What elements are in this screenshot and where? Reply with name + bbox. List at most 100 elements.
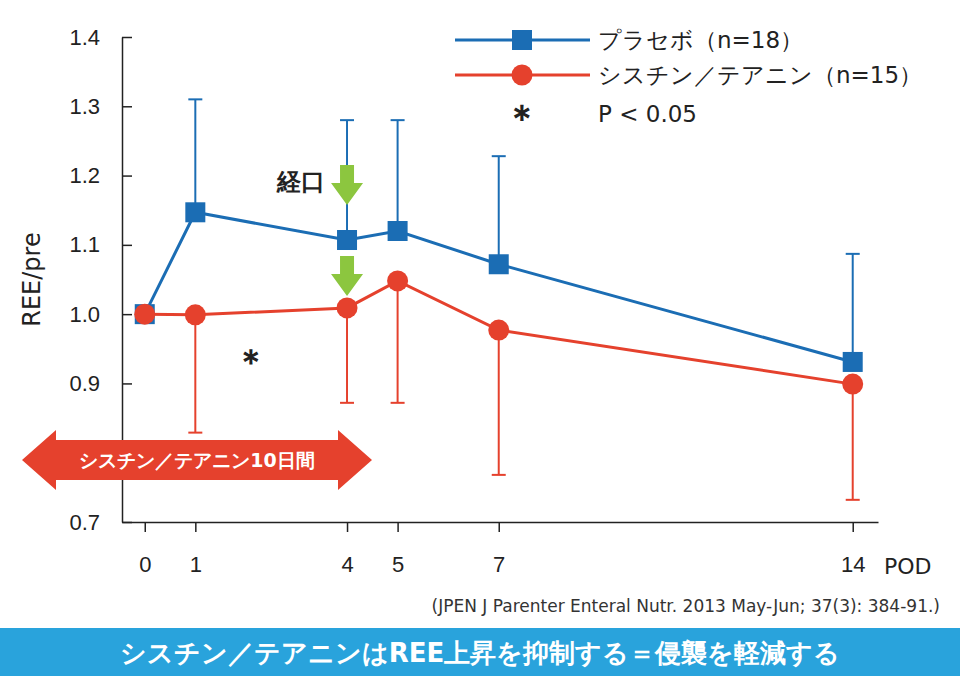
x-tick-label: 14: [841, 552, 865, 577]
y-tick-mark: [122, 245, 132, 247]
y-tick: 1.3: [69, 94, 132, 119]
y-tick: 1.0: [69, 302, 132, 327]
marker: [185, 202, 205, 222]
y-tick: 0.9: [69, 371, 132, 396]
x-tick-label: 7: [493, 552, 505, 577]
conclusion-text: シスチン／テアニンはREE上昇を抑制する＝侵襲を軽減する: [120, 638, 841, 668]
marker: [489, 254, 509, 274]
y-tick: 1.1: [69, 232, 132, 257]
series-line: [145, 281, 853, 384]
error-bar: [846, 254, 860, 362]
significance-mark: ＊: [234, 341, 268, 381]
legend-label: シスチン／テアニン（n=15）: [598, 62, 922, 88]
marker: [185, 304, 206, 325]
series-line: [145, 212, 853, 362]
marker: [134, 304, 155, 325]
x-tick-label: 0: [139, 552, 151, 577]
error-bar-cap: [391, 119, 405, 121]
oral-arrow: [331, 165, 363, 205]
plot-area: [134, 99, 863, 499]
x-axis-line: [123, 522, 879, 524]
y-tick-label: 1.3: [69, 94, 100, 119]
error-bar: [492, 330, 506, 475]
y-tick: 1.2: [69, 163, 132, 188]
chart: 0.70.91.01.11.21.31.40145714PODREE/pre＊経…: [0, 0, 960, 676]
x-tick-label: 1: [190, 552, 202, 577]
y-tick-label: 1.4: [69, 25, 100, 50]
legend: プラセボ（n=18） シスチン／テアニン（n=15） ＊ P < 0.05: [455, 27, 922, 138]
error-bar-stem: [397, 120, 399, 231]
marker: [337, 230, 357, 250]
x-tick-mark: [195, 522, 197, 532]
legend-significance-mark: ＊: [504, 97, 540, 138]
error-bar-cap: [846, 499, 860, 501]
y-tick-label: 0.7: [69, 510, 100, 535]
x-tick-mark: [397, 522, 399, 532]
y-tick-mark: [122, 37, 132, 39]
marker: [388, 221, 408, 241]
y-tick-mark: [122, 175, 132, 177]
marker: [387, 270, 408, 291]
error-bar-stem: [397, 281, 399, 403]
marker: [842, 374, 863, 395]
x-tick-mark: [498, 522, 500, 532]
marker: [843, 352, 863, 372]
x-axis-title: POD: [884, 554, 932, 579]
x-tick: 14: [841, 522, 865, 577]
error-bar-cap: [846, 253, 860, 255]
error-bar-cap: [188, 98, 202, 100]
legend-marker: [512, 65, 533, 86]
period-label: シスチン／テアニン10日間: [79, 449, 314, 471]
y-tick-mark: [122, 106, 132, 108]
period-arrow: [22, 430, 372, 490]
error-bar-stem: [498, 156, 500, 264]
oral-label: 経口: [276, 168, 325, 196]
x-tick-mark: [347, 522, 349, 532]
error-bar: [391, 281, 405, 403]
error-bar-cap: [340, 119, 354, 121]
y-tick-mark: [122, 314, 132, 316]
error-bar-stem: [346, 308, 348, 403]
legend-significance-label: P < 0.05: [598, 101, 697, 127]
x-tick: 1: [190, 522, 202, 577]
error-bar: [846, 384, 860, 500]
y-tick-label: 1.1: [69, 232, 100, 257]
marker: [135, 304, 155, 324]
x-tick-label: 4: [341, 552, 353, 577]
y-tick-mark: [122, 383, 132, 385]
error-bar-cap: [391, 402, 405, 404]
citation: (JPEN J Parenter Enteral Nutr. 2013 May-…: [432, 596, 940, 616]
x-tick: 5: [392, 522, 404, 577]
error-bar-cap: [340, 402, 354, 404]
x-axis: 0145714: [123, 522, 879, 577]
error-bar: [188, 315, 202, 433]
error-bar: [492, 156, 506, 264]
error-bar-cap: [188, 432, 202, 434]
marker: [488, 320, 509, 341]
x-tick-mark: [852, 522, 854, 532]
y-tick: 1.4: [69, 25, 132, 50]
y-tick-label: 1.0: [69, 302, 100, 327]
error-bar-cap: [492, 474, 506, 476]
marker: [337, 297, 358, 318]
y-axis-title: REE/pre: [18, 232, 46, 326]
error-bar: [391, 120, 405, 231]
error-bar-cap: [492, 155, 506, 157]
y-tick-label: 1.2: [69, 163, 100, 188]
error-bar-stem: [498, 330, 500, 475]
legend-marker: [512, 30, 532, 50]
x-tick-mark: [145, 522, 147, 532]
conclusion-banner: [0, 628, 960, 676]
error-bar: [340, 308, 354, 403]
error-bar-stem: [852, 254, 854, 362]
error-bar-stem: [194, 99, 196, 212]
oral-arrow: [331, 256, 363, 296]
y-tick-label: 0.9: [69, 371, 100, 396]
error-bar-stem: [194, 315, 196, 433]
x-tick: 7: [493, 522, 505, 577]
series: [135, 99, 863, 372]
error-bar: [188, 99, 202, 212]
legend-label: プラセボ（n=18）: [598, 27, 803, 53]
x-tick: 4: [341, 522, 353, 577]
x-tick-label: 5: [392, 552, 404, 577]
